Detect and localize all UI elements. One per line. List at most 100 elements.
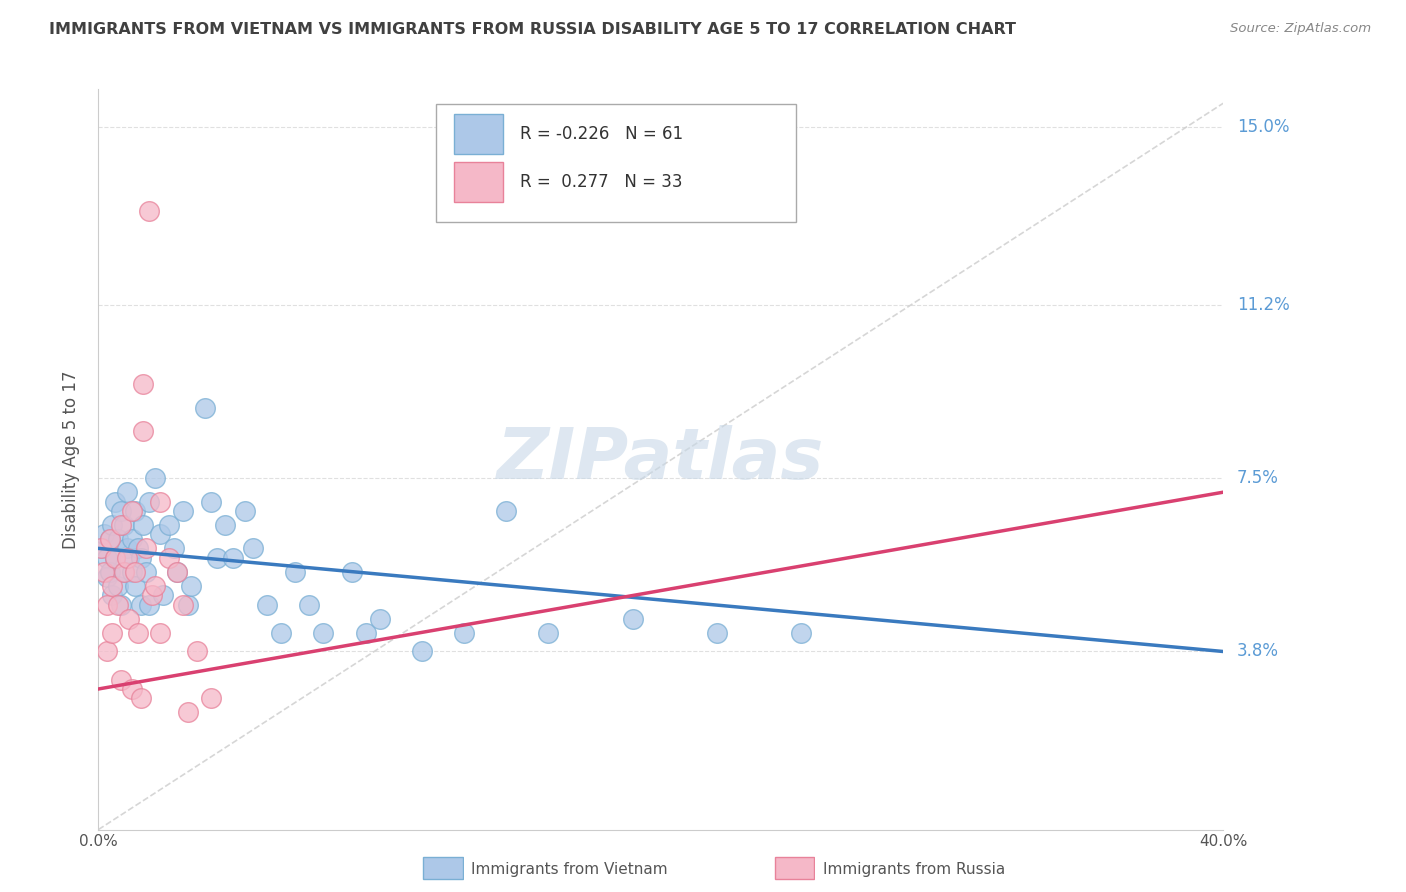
Point — [138, 494, 160, 508]
Point — [121, 504, 143, 518]
Point — [152, 588, 174, 602]
Point — [706, 625, 728, 640]
Point — [129, 691, 152, 706]
Text: R = -0.226   N = 61: R = -0.226 N = 61 — [520, 125, 683, 143]
Point — [149, 625, 172, 640]
Point — [112, 565, 135, 579]
Point — [132, 424, 155, 438]
Point — [104, 494, 127, 508]
Point — [118, 612, 141, 626]
Point — [104, 550, 127, 565]
Y-axis label: Disability Age 5 to 17: Disability Age 5 to 17 — [62, 370, 80, 549]
Point — [495, 504, 517, 518]
Point — [149, 494, 172, 508]
Point — [368, 612, 391, 626]
Point — [200, 494, 222, 508]
Point — [205, 550, 228, 565]
Point — [107, 532, 129, 546]
Text: 7.5%: 7.5% — [1237, 469, 1279, 487]
Point — [149, 527, 172, 541]
Point — [214, 518, 236, 533]
Text: Immigrants from Russia: Immigrants from Russia — [823, 863, 1005, 877]
Text: IMMIGRANTS FROM VIETNAM VS IMMIGRANTS FROM RUSSIA DISABILITY AGE 5 TO 17 CORRELA: IMMIGRANTS FROM VIETNAM VS IMMIGRANTS FR… — [49, 22, 1017, 37]
Point — [135, 541, 157, 556]
Point — [157, 518, 180, 533]
Point — [141, 588, 163, 602]
Point — [790, 625, 813, 640]
Text: Source: ZipAtlas.com: Source: ZipAtlas.com — [1230, 22, 1371, 36]
Point — [96, 569, 118, 583]
Point — [98, 565, 121, 579]
Point — [101, 588, 124, 602]
Point — [354, 625, 377, 640]
Point — [127, 625, 149, 640]
Point — [115, 485, 138, 500]
Point — [101, 579, 124, 593]
Point — [177, 706, 200, 720]
Point — [138, 204, 160, 219]
Point — [270, 625, 292, 640]
Point — [90, 541, 112, 556]
Point — [200, 691, 222, 706]
Point — [312, 625, 335, 640]
Point — [284, 565, 307, 579]
Point — [411, 644, 433, 658]
Point — [143, 471, 166, 485]
Point — [138, 598, 160, 612]
Point — [98, 532, 121, 546]
Point — [93, 565, 115, 579]
Point — [194, 401, 217, 415]
Point — [172, 504, 194, 518]
Point — [180, 579, 202, 593]
Point — [621, 612, 644, 626]
Text: R =  0.277   N = 33: R = 0.277 N = 33 — [520, 173, 683, 191]
Point — [256, 598, 278, 612]
Point — [124, 579, 146, 593]
Point — [110, 504, 132, 518]
Point — [143, 579, 166, 593]
Point — [118, 550, 141, 565]
Point — [96, 550, 118, 565]
Point — [157, 550, 180, 565]
Point — [104, 550, 127, 565]
Point — [298, 598, 321, 612]
Point — [107, 579, 129, 593]
Point — [96, 644, 118, 658]
Point — [172, 598, 194, 612]
Text: 3.8%: 3.8% — [1237, 642, 1279, 660]
Point — [537, 625, 560, 640]
Text: 11.2%: 11.2% — [1237, 296, 1289, 314]
Point — [127, 541, 149, 556]
Point — [163, 541, 186, 556]
Point — [124, 504, 146, 518]
Point — [115, 541, 138, 556]
Point — [166, 565, 188, 579]
Point — [121, 681, 143, 696]
Point — [166, 565, 188, 579]
Text: 15.0%: 15.0% — [1237, 118, 1289, 136]
Text: Immigrants from Vietnam: Immigrants from Vietnam — [471, 863, 668, 877]
Point — [135, 565, 157, 579]
Point — [90, 541, 112, 556]
Point — [132, 377, 155, 392]
FancyBboxPatch shape — [454, 113, 503, 153]
Point — [132, 518, 155, 533]
Point — [115, 550, 138, 565]
Point — [124, 565, 146, 579]
Point — [233, 504, 256, 518]
Point — [129, 598, 152, 612]
Point — [96, 598, 118, 612]
Point — [112, 518, 135, 533]
Point — [112, 565, 135, 579]
FancyBboxPatch shape — [436, 104, 796, 222]
FancyBboxPatch shape — [454, 161, 503, 202]
Point — [177, 598, 200, 612]
Point — [121, 565, 143, 579]
Point — [121, 532, 143, 546]
Point — [242, 541, 264, 556]
Point — [110, 598, 132, 612]
Point — [110, 518, 132, 533]
Point — [186, 644, 208, 658]
Point — [98, 532, 121, 546]
Point — [222, 550, 245, 565]
